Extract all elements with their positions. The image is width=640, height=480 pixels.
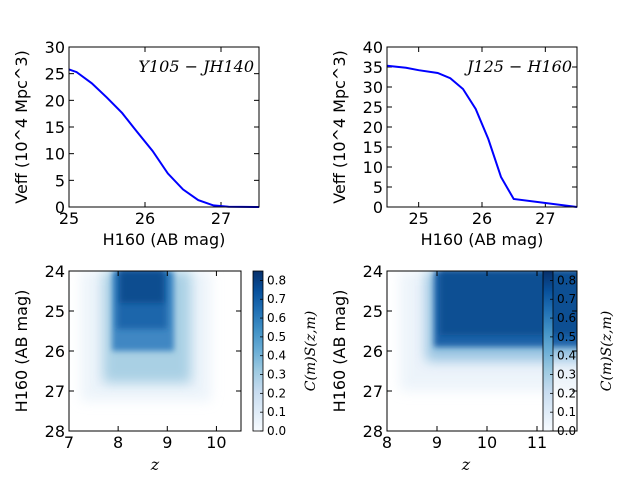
colorbar-tick-label: 0.5 bbox=[267, 330, 286, 344]
y-tick-label: 10 bbox=[45, 145, 65, 164]
y-tick-label: 0 bbox=[55, 198, 65, 217]
panel1-frame bbox=[68, 46, 260, 208]
x-tick-label: 10 bbox=[206, 433, 226, 452]
y-tick-label: 25 bbox=[363, 302, 383, 321]
colorbar-tick-label: 0.3 bbox=[267, 368, 286, 382]
panel3-heatmap bbox=[69, 271, 241, 431]
y-tick-label: 27 bbox=[45, 382, 65, 401]
y-tick-label: 25 bbox=[45, 302, 65, 321]
veff-curve bbox=[386, 64, 578, 208]
colorbar-tick-label: 0.0 bbox=[557, 424, 576, 438]
y-tick-label: 15 bbox=[363, 138, 383, 157]
panel3-colorbar: 0.0 0.1 0.2 0.3 0.4 0.5 0.6 0.7 0.8 C(m)S(z,m) bbox=[252, 270, 319, 438]
colorbar-tick-label: 0.4 bbox=[557, 349, 576, 363]
y-tick-label: 10 bbox=[363, 158, 383, 177]
y-tick-label: 26 bbox=[45, 342, 65, 361]
panel2-xlabel: H160 (AB mag) bbox=[421, 230, 544, 249]
panel3-xlabel: z bbox=[150, 455, 160, 474]
veff-curve bbox=[68, 68, 260, 208]
colorbar-tick-label: 0.7 bbox=[267, 292, 286, 306]
y-tick-label: 28 bbox=[363, 422, 383, 441]
y-tick-label: 25 bbox=[363, 98, 383, 117]
panel2-series bbox=[386, 64, 578, 208]
y-tick-label: 5 bbox=[55, 171, 65, 190]
colorbar-tick-label: 0.6 bbox=[557, 311, 576, 325]
y-tick-label: 20 bbox=[45, 91, 65, 110]
panel2-frame bbox=[386, 46, 578, 208]
panel4-ylabel: H160 (AB mag) bbox=[330, 290, 349, 413]
panel3-colorbar-label: C(m)S(z,m) bbox=[303, 311, 319, 392]
x-tick-label: 8 bbox=[382, 433, 392, 452]
colorbar-tick-label: 0.5 bbox=[557, 330, 576, 344]
y-tick-label: 20 bbox=[363, 118, 383, 137]
y-tick-label: 5 bbox=[373, 178, 383, 197]
x-tick-label: 27 bbox=[211, 209, 231, 228]
panel1-xlabel: H160 (AB mag) bbox=[103, 230, 226, 249]
y-tick-label: 24 bbox=[45, 262, 65, 281]
colorbar-tick-label: 0.2 bbox=[267, 386, 286, 400]
colorbar-tick-label: 0.8 bbox=[557, 273, 576, 287]
y-tick-label: 30 bbox=[363, 78, 383, 97]
colorbar-tick-label: 0.8 bbox=[267, 273, 286, 287]
colorbar-tick-label: 0.1 bbox=[557, 405, 576, 419]
x-tick-label: 9 bbox=[432, 433, 442, 452]
y-tick-label: 28 bbox=[45, 422, 65, 441]
colorbar-tick-label: 0.0 bbox=[267, 424, 286, 438]
y-tick-label: 0 bbox=[373, 198, 383, 217]
panel3-ylabel: H160 (AB mag) bbox=[12, 290, 31, 413]
y-tick-label: 25 bbox=[45, 65, 65, 84]
panel2-annotation: J125 − H160 bbox=[464, 57, 572, 76]
y-tick-label: 24 bbox=[363, 262, 383, 281]
panel4-xlabel: z bbox=[461, 455, 471, 474]
panel1-annotation: Y105 − JH140 bbox=[138, 57, 254, 76]
panel4-colorbar-gradient bbox=[542, 270, 554, 432]
x-tick-label: 11 bbox=[527, 433, 547, 452]
panel4-colorbar: 0.0 0.1 0.2 0.3 0.4 0.5 0.6 0.7 0.8 C(m)S(z,m) bbox=[542, 270, 615, 438]
x-tick-label: 7 bbox=[64, 433, 74, 452]
colorbar-tick-label: 0.3 bbox=[557, 368, 576, 382]
panel1-ylabel: Veff (10^4 Mpc^3) bbox=[12, 50, 31, 204]
panel4-colorbar-label: C(m)S(z,m) bbox=[599, 311, 615, 392]
x-tick-label: 26 bbox=[135, 209, 155, 228]
y-tick-label: 27 bbox=[363, 382, 383, 401]
y-tick-label: 40 bbox=[363, 38, 383, 57]
y-tick-label: 35 bbox=[363, 58, 383, 77]
panel3-ticks: 7 8 9 10 24 25 26 27 28 bbox=[45, 262, 241, 452]
x-tick-label: 26 bbox=[472, 209, 492, 228]
x-tick-label: 25 bbox=[59, 209, 79, 228]
colorbar-tick-label: 0.7 bbox=[557, 292, 576, 306]
x-tick-label: 8 bbox=[113, 433, 123, 452]
x-tick-label: 27 bbox=[535, 209, 555, 228]
x-tick-label: 10 bbox=[477, 433, 497, 452]
colorbar-tick-label: 0.6 bbox=[267, 311, 286, 325]
panel3-colorbar-gradient bbox=[252, 270, 264, 432]
y-tick-label: 26 bbox=[363, 342, 383, 361]
panel2-ylabel: Veff (10^4 Mpc^3) bbox=[330, 50, 349, 204]
panel4-ticks: 8 9 10 11 24 25 26 27 28 bbox=[363, 262, 577, 452]
y-tick-label: 30 bbox=[45, 38, 65, 57]
x-tick-label: 9 bbox=[162, 433, 172, 452]
panel1-series bbox=[68, 68, 260, 208]
colorbar-tick-label: 0.2 bbox=[557, 386, 576, 400]
colorbar-tick-label: 0.4 bbox=[267, 349, 286, 363]
panel-veff-y105: 25 26 27 0 5 10 15 20 25 30 Y105 − JH140 H160 (AB… bbox=[12, 38, 260, 249]
x-tick-label: 25 bbox=[408, 209, 428, 228]
colorbar-tick-label: 0.1 bbox=[267, 405, 286, 419]
y-tick-label: 15 bbox=[45, 118, 65, 137]
panel1-ticks: 25 26 27 0 5 10 15 20 25 30 bbox=[45, 38, 259, 228]
